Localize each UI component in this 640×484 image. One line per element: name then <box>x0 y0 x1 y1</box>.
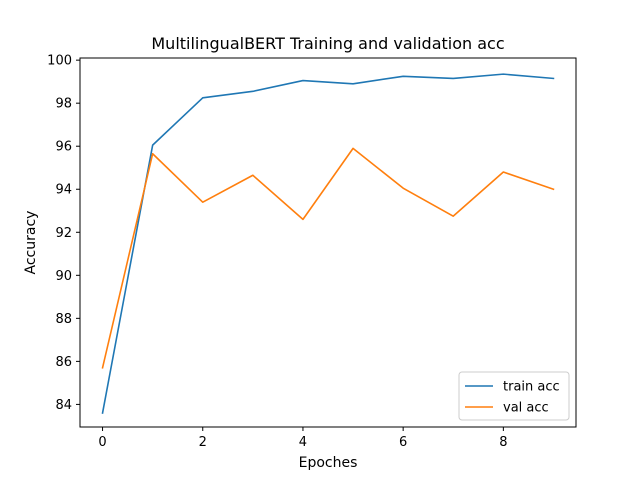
y-tick-label: 94 <box>55 183 72 198</box>
x-axis-ticks: 0 2 4 6 8 <box>98 427 507 450</box>
y-tick-label: 100 <box>47 54 72 69</box>
y-tick-label: 90 <box>55 269 72 284</box>
x-tick-label: 6 <box>399 435 407 450</box>
x-tick-label: 4 <box>299 435 307 450</box>
chart-title: MultilingualBERT Training and validation… <box>151 34 504 53</box>
legend: train acc val acc <box>458 371 570 421</box>
legend-label-val-acc: val acc <box>503 401 549 416</box>
x-tick-label: 2 <box>199 435 207 450</box>
legend-label-train-acc: train acc <box>503 380 560 395</box>
y-axis-label: Accuracy <box>23 211 39 275</box>
y-tick-label: 86 <box>55 355 72 370</box>
x-tick-label: 8 <box>499 435 507 450</box>
plot-area-frame <box>79 57 577 428</box>
series-layer <box>101 73 555 414</box>
series-line-val-acc <box>101 147 555 369</box>
x-tick-label: 0 <box>98 435 106 450</box>
y-tick-label: 84 <box>55 398 72 413</box>
y-axis-ticks: 84 86 88 90 92 94 96 98 100 <box>47 54 80 413</box>
legend-box <box>458 371 570 421</box>
y-tick-label: 98 <box>55 97 72 112</box>
y-tick-label: 96 <box>55 140 72 155</box>
y-tick-label: 92 <box>55 226 72 241</box>
series-line-train-acc <box>101 73 555 414</box>
x-axis-label: Epoches <box>299 455 358 471</box>
y-tick-label: 88 <box>55 312 72 327</box>
